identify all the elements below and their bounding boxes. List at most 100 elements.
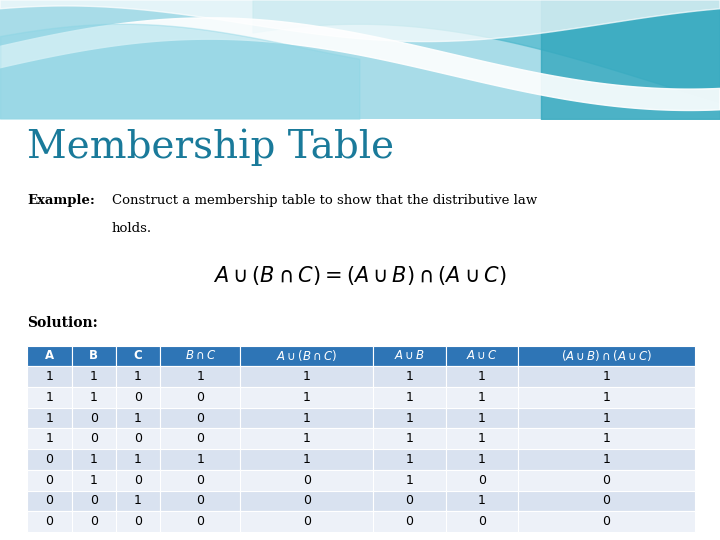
Text: 0: 0 <box>405 494 413 508</box>
Text: 0: 0 <box>134 515 142 528</box>
Text: 0: 0 <box>197 411 204 424</box>
Text: 1: 1 <box>303 411 311 424</box>
Text: 1: 1 <box>197 370 204 383</box>
Text: 1: 1 <box>90 391 98 404</box>
Bar <box>446 366 518 387</box>
Bar <box>160 490 240 511</box>
Bar <box>27 511 71 532</box>
Text: holds.: holds. <box>112 222 152 235</box>
Bar <box>71 346 116 366</box>
Bar <box>446 428 518 449</box>
Text: 0: 0 <box>197 515 204 528</box>
Text: 0: 0 <box>603 494 611 508</box>
Bar <box>373 408 446 428</box>
Text: 0: 0 <box>134 432 142 445</box>
Bar <box>373 366 446 387</box>
Bar <box>71 490 116 511</box>
Text: Construct a membership table to show that the distributive law: Construct a membership table to show tha… <box>112 194 537 207</box>
Bar <box>446 470 518 490</box>
Text: 1: 1 <box>478 494 485 508</box>
Bar <box>240 408 373 428</box>
Bar <box>27 366 71 387</box>
Text: 1: 1 <box>603 370 611 383</box>
Bar <box>71 408 116 428</box>
Text: B: B <box>89 349 98 362</box>
Text: Example:: Example: <box>27 194 95 207</box>
Text: 1: 1 <box>478 453 485 466</box>
Bar <box>518 449 695 470</box>
Text: 1: 1 <box>303 453 311 466</box>
Text: 0: 0 <box>303 515 311 528</box>
Bar <box>160 511 240 532</box>
Text: 0: 0 <box>90 515 98 528</box>
Bar <box>240 490 373 511</box>
Text: 0: 0 <box>45 494 53 508</box>
Text: 1: 1 <box>134 411 142 424</box>
Text: $A \cup B$: $A \cup B$ <box>394 349 425 362</box>
Text: $A \cup C$: $A \cup C$ <box>466 349 498 362</box>
Text: 1: 1 <box>45 391 53 404</box>
Bar <box>240 511 373 532</box>
Bar <box>518 387 695 408</box>
Bar <box>160 366 240 387</box>
Text: 1: 1 <box>303 391 311 404</box>
Text: 1: 1 <box>603 432 611 445</box>
Bar <box>446 387 518 408</box>
Text: 0: 0 <box>90 411 98 424</box>
Bar <box>116 366 160 387</box>
Bar <box>160 387 240 408</box>
Bar <box>71 428 116 449</box>
Text: 1: 1 <box>603 391 611 404</box>
Text: 0: 0 <box>303 474 311 487</box>
Bar <box>446 346 518 366</box>
Bar <box>240 470 373 490</box>
Text: 1: 1 <box>197 453 204 466</box>
Text: 0: 0 <box>197 391 204 404</box>
Text: 1: 1 <box>90 474 98 487</box>
Bar <box>160 428 240 449</box>
Bar <box>27 428 71 449</box>
Text: 1: 1 <box>134 370 142 383</box>
Text: $A \cup (B \cap C)$: $A \cup (B \cap C)$ <box>276 348 338 363</box>
Bar <box>518 366 695 387</box>
Bar <box>27 490 71 511</box>
Text: 1: 1 <box>405 474 413 487</box>
Bar <box>27 449 71 470</box>
Text: 0: 0 <box>90 432 98 445</box>
Bar <box>446 408 518 428</box>
Text: 1: 1 <box>303 370 311 383</box>
Text: 0: 0 <box>405 515 413 528</box>
Bar <box>373 490 446 511</box>
Bar <box>240 387 373 408</box>
Bar <box>116 428 160 449</box>
Text: 0: 0 <box>197 432 204 445</box>
Text: 1: 1 <box>478 370 485 383</box>
Text: $(A \cup B) \cap (A \cup C)$: $(A \cup B) \cap (A \cup C)$ <box>561 348 652 363</box>
Bar <box>518 490 695 511</box>
Bar <box>160 449 240 470</box>
Text: 1: 1 <box>134 494 142 508</box>
Text: A: A <box>45 349 54 362</box>
Bar <box>373 346 446 366</box>
Text: 0: 0 <box>45 474 53 487</box>
Text: 1: 1 <box>45 432 53 445</box>
Bar <box>71 387 116 408</box>
Bar <box>446 490 518 511</box>
Bar <box>71 511 116 532</box>
Text: 1: 1 <box>405 370 413 383</box>
Text: 0: 0 <box>603 515 611 528</box>
Bar <box>240 449 373 470</box>
Text: Membership Table: Membership Table <box>27 128 395 166</box>
Bar <box>373 511 446 532</box>
Text: 1: 1 <box>478 391 485 404</box>
Bar <box>373 428 446 449</box>
Text: 0: 0 <box>477 474 486 487</box>
Bar <box>446 511 518 532</box>
Text: 0: 0 <box>197 474 204 487</box>
Text: 0: 0 <box>603 474 611 487</box>
Text: 1: 1 <box>603 411 611 424</box>
Text: 1: 1 <box>478 411 485 424</box>
Text: Solution:: Solution: <box>27 316 98 330</box>
Bar <box>116 449 160 470</box>
Text: C: C <box>133 349 143 362</box>
